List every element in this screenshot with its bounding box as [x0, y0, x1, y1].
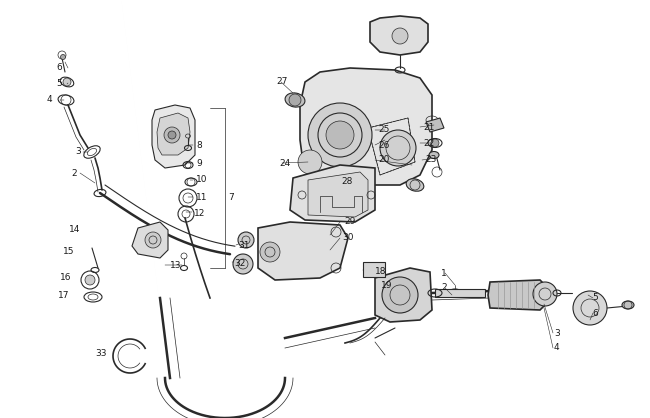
- Text: 1: 1: [441, 268, 447, 278]
- Polygon shape: [152, 105, 195, 168]
- Polygon shape: [290, 165, 375, 222]
- Polygon shape: [488, 280, 545, 310]
- Text: 12: 12: [194, 209, 205, 219]
- Polygon shape: [308, 172, 368, 217]
- Circle shape: [289, 94, 301, 106]
- Text: 9: 9: [196, 158, 202, 168]
- Polygon shape: [370, 16, 428, 55]
- Polygon shape: [375, 268, 432, 322]
- Text: 7: 7: [228, 194, 234, 202]
- Circle shape: [382, 277, 418, 313]
- Circle shape: [326, 121, 354, 149]
- Text: 29: 29: [344, 217, 356, 227]
- Text: 4: 4: [47, 95, 53, 104]
- Text: 30: 30: [342, 234, 354, 242]
- Text: 6: 6: [592, 308, 598, 318]
- Text: 5: 5: [592, 293, 598, 303]
- Text: 20: 20: [378, 155, 389, 165]
- Text: 16: 16: [60, 273, 72, 281]
- Text: 17: 17: [58, 291, 70, 301]
- Text: 14: 14: [69, 225, 81, 234]
- Circle shape: [298, 150, 322, 174]
- Text: 25: 25: [378, 125, 389, 135]
- Polygon shape: [426, 118, 444, 132]
- Text: 11: 11: [196, 193, 207, 201]
- Circle shape: [164, 127, 180, 143]
- Text: 19: 19: [381, 280, 393, 290]
- Text: 13: 13: [170, 260, 181, 270]
- Text: 3: 3: [554, 329, 560, 337]
- Polygon shape: [157, 113, 190, 155]
- Circle shape: [60, 54, 66, 59]
- Polygon shape: [300, 68, 432, 185]
- Text: 26: 26: [378, 140, 389, 150]
- Text: 2: 2: [71, 168, 77, 178]
- Text: 3: 3: [75, 148, 81, 156]
- Circle shape: [145, 232, 161, 248]
- Text: 8: 8: [196, 140, 202, 150]
- Text: 2: 2: [441, 283, 447, 293]
- Circle shape: [168, 131, 176, 139]
- Text: 21: 21: [423, 122, 434, 132]
- Ellipse shape: [429, 151, 439, 158]
- Circle shape: [533, 282, 557, 306]
- Text: 33: 33: [95, 349, 107, 357]
- Text: 24: 24: [279, 158, 291, 168]
- Text: 32: 32: [234, 258, 246, 268]
- Text: 22: 22: [423, 138, 434, 148]
- Circle shape: [392, 28, 408, 44]
- Text: 27: 27: [276, 77, 287, 87]
- Bar: [363, 262, 385, 277]
- Circle shape: [308, 103, 372, 167]
- Circle shape: [260, 242, 280, 262]
- Ellipse shape: [406, 179, 424, 191]
- Circle shape: [233, 254, 253, 274]
- Circle shape: [63, 78, 71, 86]
- Ellipse shape: [622, 301, 634, 309]
- Circle shape: [573, 291, 607, 325]
- Text: 31: 31: [238, 240, 250, 250]
- Polygon shape: [132, 222, 168, 258]
- Text: 10: 10: [196, 176, 207, 184]
- Text: 5: 5: [56, 79, 62, 87]
- Circle shape: [380, 130, 416, 166]
- Bar: [435, 289, 485, 297]
- Circle shape: [238, 232, 254, 248]
- Circle shape: [85, 275, 95, 285]
- Circle shape: [431, 139, 439, 147]
- Text: 6: 6: [56, 64, 62, 72]
- Text: 28: 28: [341, 176, 352, 186]
- Text: 15: 15: [63, 247, 75, 257]
- Ellipse shape: [285, 93, 305, 107]
- Text: 18: 18: [375, 267, 387, 275]
- Text: 23: 23: [425, 155, 436, 165]
- Polygon shape: [258, 222, 348, 280]
- Text: 4: 4: [554, 344, 560, 352]
